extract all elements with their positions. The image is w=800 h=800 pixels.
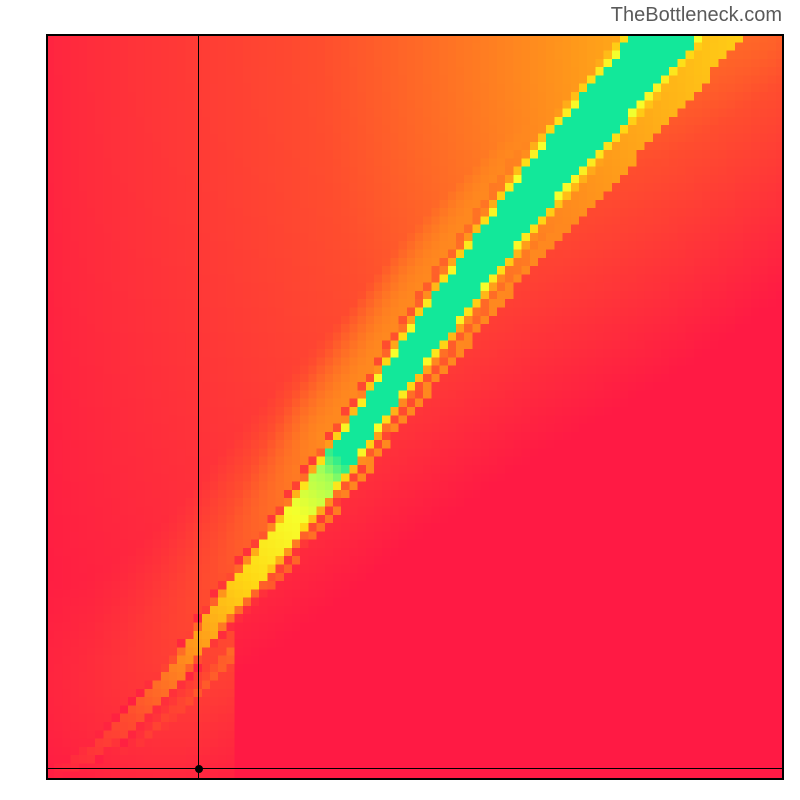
bottleneck-heatmap (46, 34, 784, 780)
attribution-text: TheBottleneck.com (611, 4, 782, 27)
chart-container: TheBottleneck.com (0, 0, 800, 800)
